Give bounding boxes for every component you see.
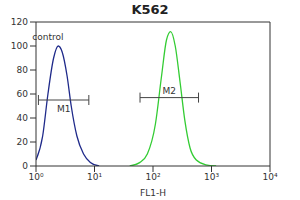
svg-text:control: control	[32, 32, 63, 42]
svg-text:10⁰: 10⁰	[28, 172, 43, 182]
svg-text:10³: 10³	[204, 172, 219, 182]
html-text:K562: K562	[131, 2, 169, 17]
svg-text:40: 40	[17, 113, 29, 123]
svg-text:10⁴: 10⁴	[262, 172, 277, 182]
svg-text:M1: M1	[57, 104, 71, 114]
svg-text:80: 80	[17, 65, 29, 75]
svg-text:M2: M2	[163, 86, 177, 96]
svg-text:60: 60	[17, 89, 29, 99]
svg-text:0: 0	[22, 161, 28, 171]
svg-text:100: 100	[11, 41, 28, 51]
svg-text:10²: 10²	[145, 172, 160, 182]
svg-text:120: 120	[11, 18, 28, 27]
svg-text:10¹: 10¹	[87, 172, 102, 182]
svg-text:FL1-H: FL1-H	[140, 188, 166, 198]
svg-text:20: 20	[17, 137, 29, 147]
